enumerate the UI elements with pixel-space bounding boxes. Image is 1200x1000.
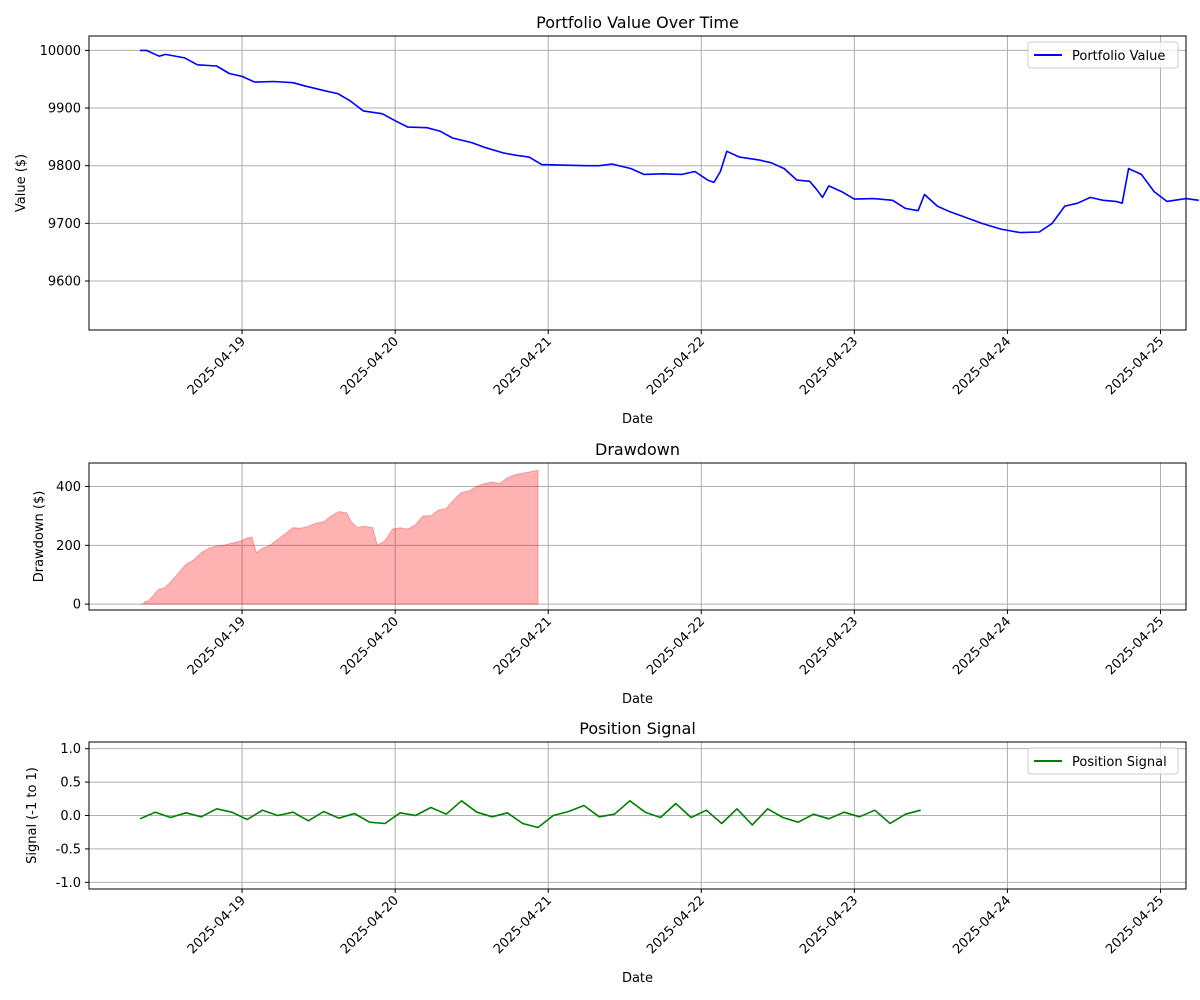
y-tick-label: 9800 (48, 159, 81, 174)
x-tick-label: 2025-04-25 (1103, 893, 1167, 957)
x-axis-label: Date (622, 412, 653, 427)
legend-label: Portfolio Value (1072, 49, 1165, 64)
series-line (140, 49, 1199, 234)
x-tick-label: 2025-04-20 (338, 614, 402, 678)
x-tick-label: 2025-04-24 (950, 334, 1014, 398)
x-tick-label: 2025-04-22 (644, 614, 708, 678)
y-tick-label: 9700 (48, 217, 81, 232)
x-tick-label: 2025-04-24 (950, 893, 1014, 957)
x-tick-label: 2025-04-23 (797, 614, 861, 678)
x-tick-label: 2025-04-19 (185, 893, 249, 957)
x-axis-label: Date (622, 971, 653, 986)
y-tick-label: 0.0 (60, 809, 81, 824)
x-tick-label: 2025-04-25 (1103, 334, 1167, 398)
legend-label: Position Signal (1072, 755, 1167, 770)
y-tick-label: 0.5 (60, 776, 81, 791)
legend-box (1027, 747, 1179, 775)
y-axis-label: Drawdown ($) (32, 491, 47, 583)
x-tick-label: 2025-04-19 (185, 614, 249, 678)
x-tick-label: 2025-04-25 (1103, 614, 1167, 678)
drawdown-chart: 2025-04-19 2025-04-20 2025-04-21 2025-04-22… (32, 440, 1187, 707)
x-tick-label: 2025-04-21 (491, 614, 555, 678)
y-tick-label: -0.5 (56, 842, 81, 857)
x-tick-label: 2025-04-21 (491, 893, 555, 957)
y-axis-label: Signal (-1 to 1) (25, 767, 40, 864)
chart-title: Portfolio Value Over Time (536, 13, 739, 32)
chart-title: Drawdown (595, 440, 680, 459)
x-tick-label: 2025-04-19 (185, 334, 249, 398)
y-tick-label: 1.0 (60, 742, 81, 757)
x-tick-label: 2025-04-24 (950, 614, 1014, 678)
x-tick-label: 2025-04-22 (644, 334, 708, 398)
x-tick-label: 2025-04-22 (644, 893, 708, 957)
y-tick-label: 0 (73, 598, 81, 613)
y-axis-label: Value ($) (14, 154, 29, 212)
x-tick-label: 2025-04-20 (338, 893, 402, 957)
x-tick-label: 2025-04-23 (797, 893, 861, 957)
chart-title: Position Signal (579, 719, 696, 738)
y-tick-label: 9900 (48, 102, 81, 117)
legend-box (1027, 41, 1179, 69)
x-tick-label: 2025-04-23 (797, 334, 861, 398)
plot-frame (88, 462, 1187, 611)
y-tick-label: -1.0 (56, 876, 81, 891)
x-axis-label: Date (622, 692, 653, 707)
position-signal-chart: 2025-04-19 2025-04-20 2025-04-21 2025-04-22… (25, 719, 1187, 986)
plot-frame (88, 35, 1187, 331)
y-tick-label: 10000 (40, 44, 81, 59)
y-tick-label: 9600 (48, 275, 81, 290)
x-tick-label: 2025-04-20 (338, 334, 402, 398)
y-tick-label: 400 (56, 480, 81, 495)
y-tick-label: 200 (56, 539, 81, 554)
x-tick-label: 2025-04-21 (491, 334, 555, 398)
series-line (139, 800, 921, 829)
portfolio-value-chart: 2025-04-19 2025-04-20 2025-04-21 2025-04-22… (14, 13, 1199, 427)
drawdown-area (140, 469, 539, 605)
